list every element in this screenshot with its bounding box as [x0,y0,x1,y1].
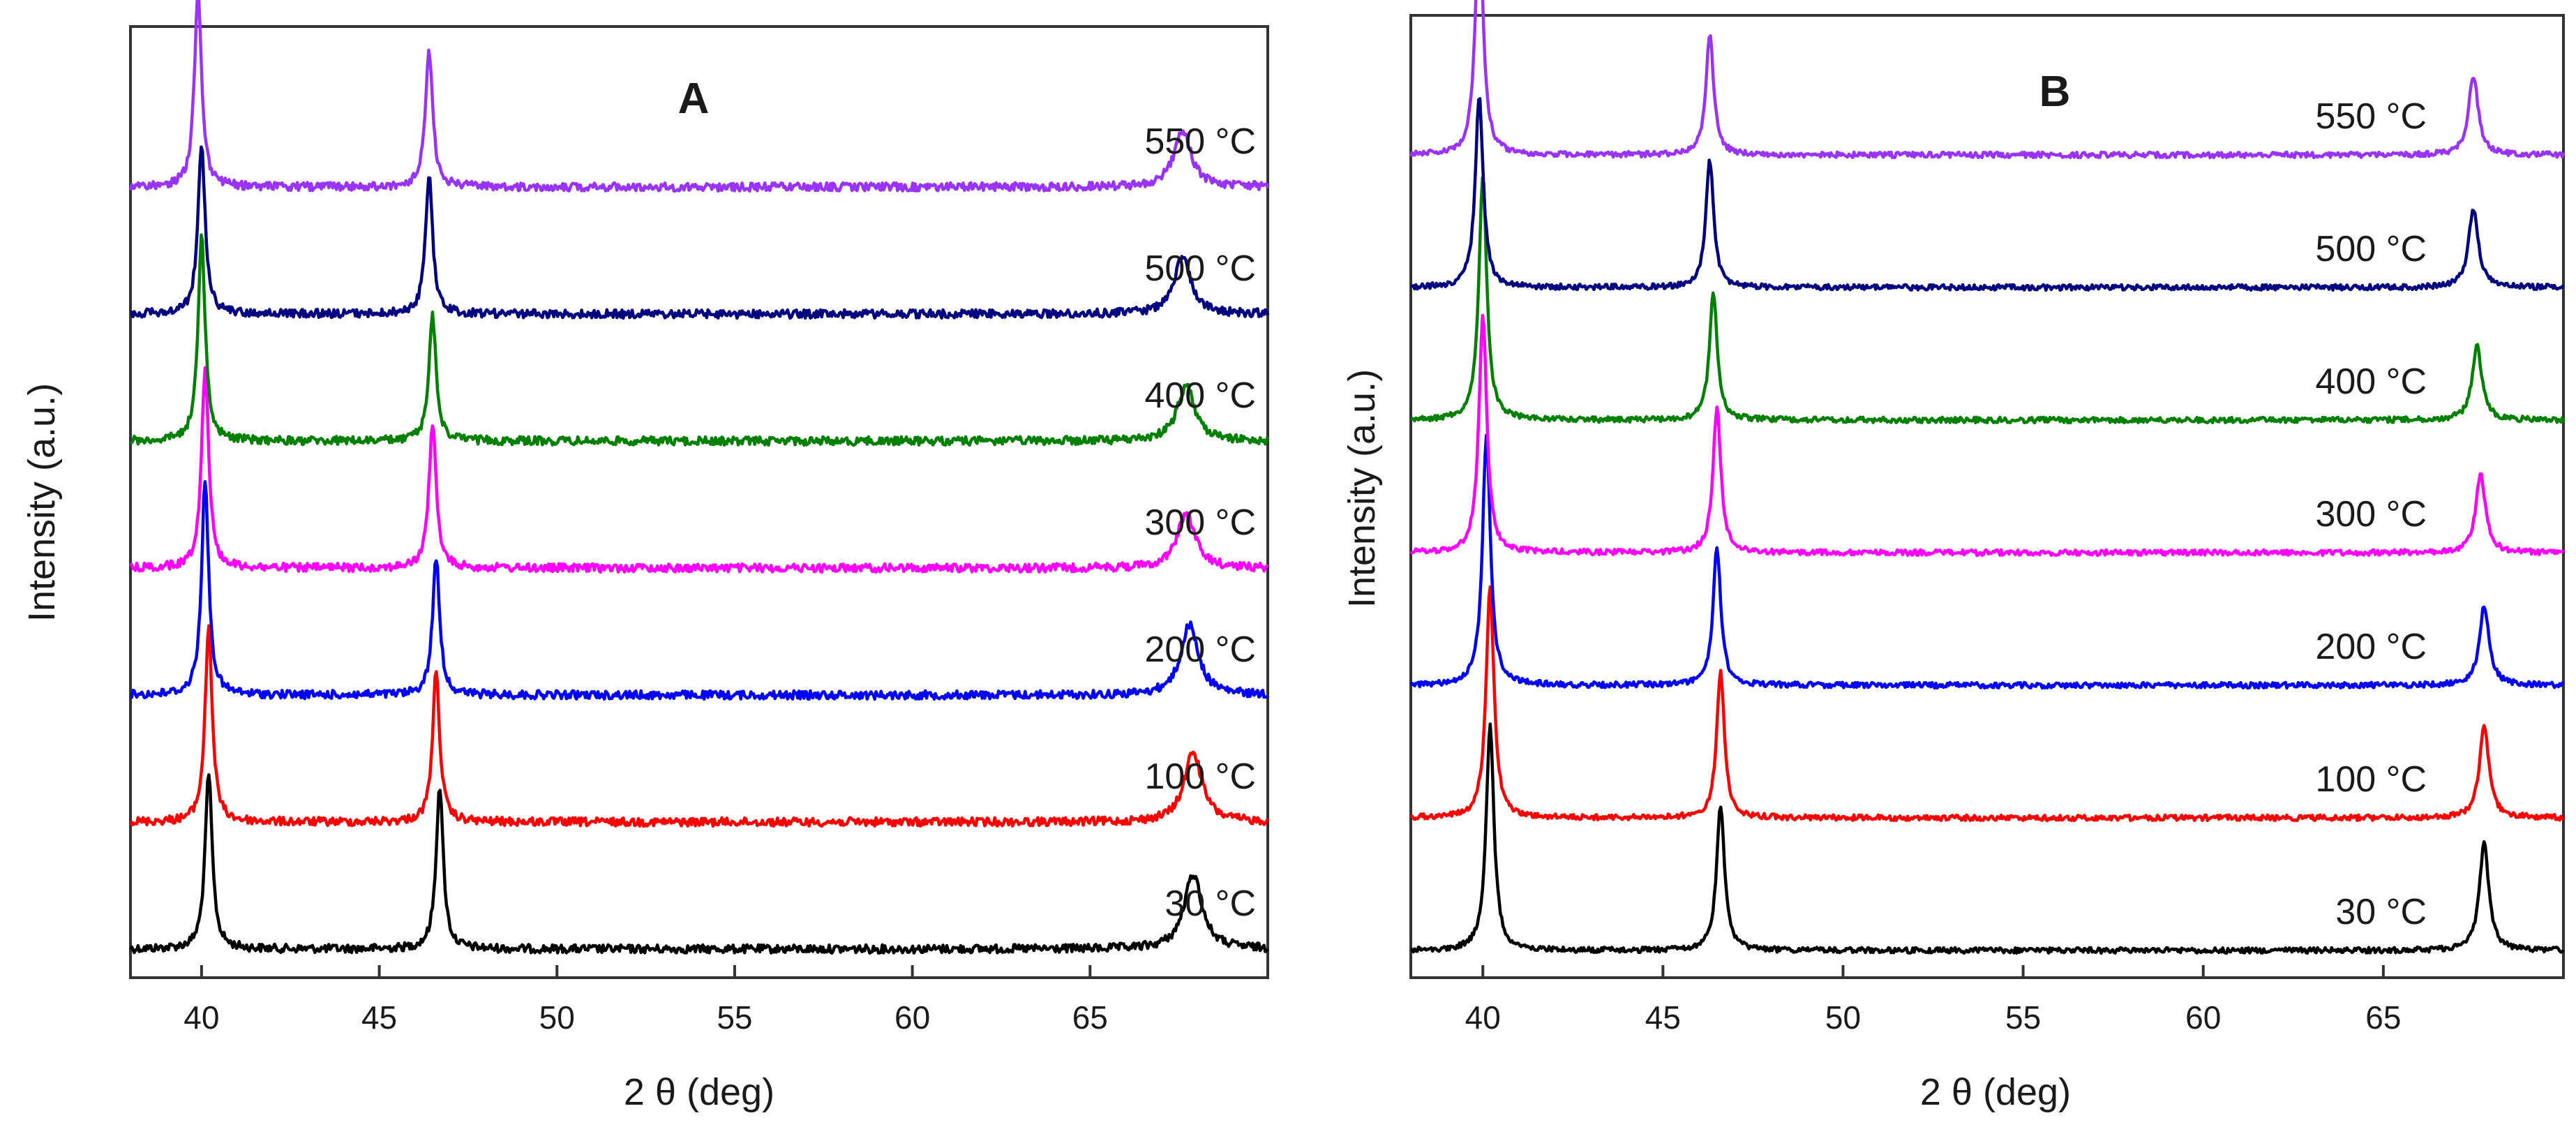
panel-b-series-label: 100 °C [2315,759,2427,800]
panel-a-series-label: 100 °C [1144,756,1256,797]
panel-a-series-200c [130,479,1268,701]
panel-b-series-550c [1409,0,2566,160]
panel-b-x-tick-labels: 40 45 50 55 60 65 [1465,999,2402,1036]
panel-b-series-label: 500 °C [2315,229,2427,269]
panel-b-traces [1409,0,2566,955]
panel-a-series-label: 300 °C [1144,502,1256,543]
panel-b-x-tick-label: 40 [1465,999,1501,1036]
panel-a-series-label: 500 °C [1144,248,1256,289]
panel-b-series-labels: 30 °C 100 °C 200 °C 300 °C 400 °C 500 °C 550 °… [2315,96,2427,932]
panel-b-y-axis-label: Intensity (a.u.) [1341,369,1383,608]
panel-b-x-tick-label: 50 [1825,999,1861,1036]
panel-a-series-label: 200 °C [1144,629,1256,670]
panel-b-series-label: 30 °C [2335,892,2427,932]
panel-b-series-label: 200 °C [2315,627,2427,667]
panel-a-series-30c [128,773,1269,955]
panel-b-x-tick-label: 45 [1645,999,1681,1036]
panel-a-series-400c [129,233,1270,447]
panel-a-frame [129,25,1269,979]
panel-a-x-tick-label: 65 [1072,999,1108,1036]
panel-b-series-500c [1410,97,2565,292]
panel-a-x-tick-label: 40 [184,999,219,1036]
panel-a-x-tick-label: 50 [539,999,575,1036]
panel-b: 30 °C 100 °C 200 °C 300 °C 400 °C 500 °C 550 °… [1341,0,2566,1113]
panel-a-x-tick-label: 55 [717,999,752,1036]
panel-a-label: A [678,75,710,123]
panel-b-x-tick-label: 65 [2365,999,2401,1036]
panel-b-series-label: 400 °C [2315,361,2427,402]
panel-b-x-ticks [1481,965,2385,978]
panel-a-series-label: 30 °C [1165,883,1256,924]
panel-b-series-400c [1410,176,2566,425]
panel-b-x-tick-label: 60 [2185,999,2221,1036]
panel-b-series-100c [1409,585,2565,823]
panel-a-series-100c [128,624,1270,828]
panel-a-y-axis-label: Intensity (a.u.) [21,383,63,622]
panel-a-x-tick-labels: 40 45 50 55 60 65 [184,999,1108,1036]
panel-a-series-labels: 30 °C 100 °C 200 °C 300 °C 400 °C 500 °C 550 °… [1144,121,1256,924]
panel-a-series-550c [128,0,1270,193]
panel-b-series-200c [1409,433,2565,690]
panel-a-x-tick-label: 60 [894,999,930,1036]
panel-b-frame [1409,14,2565,979]
panel-a-series-500c [130,145,1270,320]
panel-b-series-label: 550 °C [2315,96,2427,137]
panel-a-x-ticks [200,965,1092,978]
panel-a-x-axis-label: 2 θ (deg) [624,1071,774,1113]
panel-b-series-300c [1409,313,2565,558]
panel-a-series-label: 550 °C [1144,121,1256,162]
panel-a: 30 °C 100 °C 200 °C 300 °C 400 °C 500 °C 550 °… [21,0,1270,1113]
panel-b-series-label: 300 °C [2315,494,2427,535]
panel-a-series-300c [129,366,1269,574]
panel-b-label: B [2039,68,2071,116]
panel-a-series-label: 400 °C [1144,375,1256,416]
panel-b-x-tick-label: 55 [2005,999,2041,1036]
panel-a-traces [128,0,1270,955]
panel-b-x-axis-label: 2 θ (deg) [1920,1071,2071,1113]
panel-a-x-tick-label: 45 [361,999,397,1036]
panel-b-series-30c [1410,722,2565,955]
